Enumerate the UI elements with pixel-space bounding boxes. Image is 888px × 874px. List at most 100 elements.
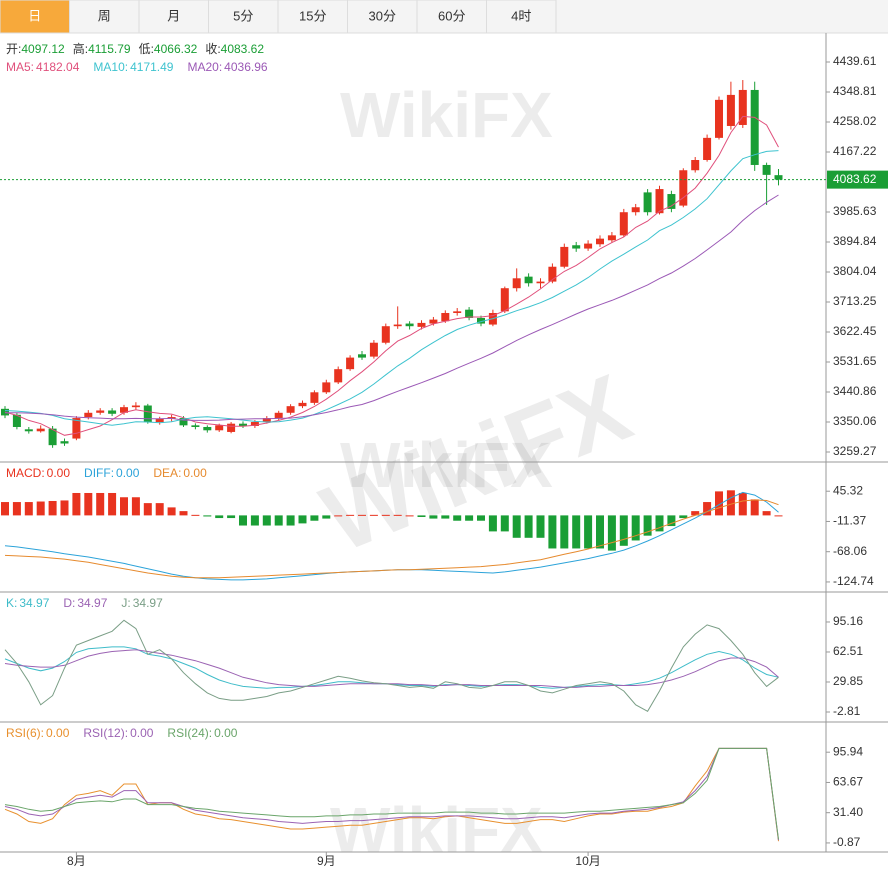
macd-bar xyxy=(215,515,224,519)
macd-bar xyxy=(334,515,343,517)
macd-bar xyxy=(726,490,735,516)
legend-name: D: xyxy=(63,596,75,610)
candle-body xyxy=(84,412,93,418)
indicator-line xyxy=(4,747,779,840)
x-tick-label: 9月 xyxy=(317,854,336,868)
candle-body xyxy=(607,235,616,241)
candle-body xyxy=(60,441,69,444)
macd-bar xyxy=(381,514,390,516)
tab[interactable] xyxy=(69,0,140,34)
macd-bar xyxy=(477,515,485,521)
tab-label[interactable]: 月 xyxy=(167,8,180,23)
tab[interactable] xyxy=(486,0,557,34)
candle-body xyxy=(429,319,438,324)
ohlc-value: 4083.62 xyxy=(221,42,265,56)
y-tick-label: 3804.04 xyxy=(833,264,877,278)
legend-value: 0.00 xyxy=(47,466,71,480)
macd-bar xyxy=(453,515,462,521)
legend-name: MA10: xyxy=(93,60,128,74)
macd-bar xyxy=(536,515,545,538)
candle-body xyxy=(667,194,676,209)
macd-bar xyxy=(120,497,128,516)
indicator-line xyxy=(4,150,779,426)
tab-label[interactable]: 周 xyxy=(98,8,111,23)
macd-bar xyxy=(227,515,236,519)
macd-bar xyxy=(512,515,521,538)
candle-body xyxy=(405,323,414,327)
legend-name: MA5: xyxy=(6,60,34,74)
candle-body xyxy=(12,414,21,427)
candle-body xyxy=(417,322,426,327)
legend-name: MA20: xyxy=(187,60,222,74)
candle-body xyxy=(179,418,188,426)
legend-value: 34.97 xyxy=(133,596,163,610)
candle-body xyxy=(691,160,700,171)
macd-bar xyxy=(346,514,355,516)
macd-bar xyxy=(84,492,93,516)
legend-value: 0.00 xyxy=(183,466,207,480)
tab-label[interactable]: 60分 xyxy=(438,8,465,23)
legend-value: 4171.49 xyxy=(130,60,174,74)
tab[interactable] xyxy=(416,0,487,34)
candle-body xyxy=(358,354,366,358)
tab-label[interactable]: 5分 xyxy=(233,8,253,23)
ohlc-legend: 开:4097.12 高:4115.79 低:4066.32 收:4083.62 xyxy=(6,41,264,56)
tab[interactable] xyxy=(0,0,70,34)
watermark: WikiFX xyxy=(340,79,553,151)
tab-label[interactable]: 4时 xyxy=(511,8,531,23)
ohlc-label: 开: xyxy=(6,42,21,56)
macd-bar xyxy=(108,492,117,516)
tab-label[interactable]: 30分 xyxy=(369,8,396,23)
tab[interactable] xyxy=(347,0,418,34)
y-tick-label: 63.67 xyxy=(833,775,863,789)
last-price-label: 4083.62 xyxy=(833,172,877,186)
candle-body xyxy=(346,357,355,370)
y-tick-label: 31.40 xyxy=(833,805,863,819)
candle-body xyxy=(762,164,771,175)
tab[interactable] xyxy=(138,0,209,34)
macd-bar xyxy=(691,511,700,516)
y-tick-label: 3622.45 xyxy=(833,324,877,338)
tab-label[interactable]: 日 xyxy=(28,8,41,23)
y-tick-label: 4167.22 xyxy=(833,144,877,158)
legend-name: DIFF: xyxy=(84,466,114,480)
y-tick-label: 4348.81 xyxy=(833,84,877,98)
legend-name: J: xyxy=(121,596,130,610)
watermark: WikiFX xyxy=(340,429,553,501)
macd-bar xyxy=(500,515,509,532)
macd-bar xyxy=(750,499,759,516)
tab-label[interactable]: 15分 xyxy=(299,8,326,23)
macd-bar xyxy=(429,515,438,519)
y-tick-label: -11.37 xyxy=(833,514,866,528)
y-tick-label: 4258.02 xyxy=(833,114,877,128)
legend-name: RSI(6): xyxy=(6,726,44,740)
ohlc-value: 4066.32 xyxy=(154,42,198,56)
candle-body xyxy=(393,324,402,327)
y-tick-label: -2.81 xyxy=(833,704,861,718)
ohlc-label: 高: xyxy=(73,41,88,56)
candle-body xyxy=(643,192,652,213)
macd-bar xyxy=(48,500,57,516)
legend-name: RSI(24): xyxy=(167,726,212,740)
tab[interactable] xyxy=(277,0,348,34)
candle-body xyxy=(239,423,247,426)
y-tick-label: 3259.27 xyxy=(833,444,877,458)
y-tick-label: 95.16 xyxy=(833,614,863,628)
candle-body xyxy=(548,266,557,282)
macd-bar xyxy=(584,515,593,549)
candle-body xyxy=(560,246,569,267)
x-tick-label: 10月 xyxy=(575,854,600,868)
candle-body xyxy=(274,412,283,419)
macd-bar xyxy=(143,503,152,516)
y-tick-label: 62.51 xyxy=(833,644,863,658)
macd-bar xyxy=(191,514,200,516)
candle-body xyxy=(441,312,450,322)
macd-bar xyxy=(715,491,723,516)
macd-bar xyxy=(393,514,402,516)
macd-bar xyxy=(167,507,176,516)
tab[interactable] xyxy=(208,0,279,34)
y-tick-label: -0.87 xyxy=(833,835,861,849)
y-tick-label: 3440.86 xyxy=(833,384,877,398)
candle-body xyxy=(453,311,462,313)
macd-bar xyxy=(405,515,414,517)
